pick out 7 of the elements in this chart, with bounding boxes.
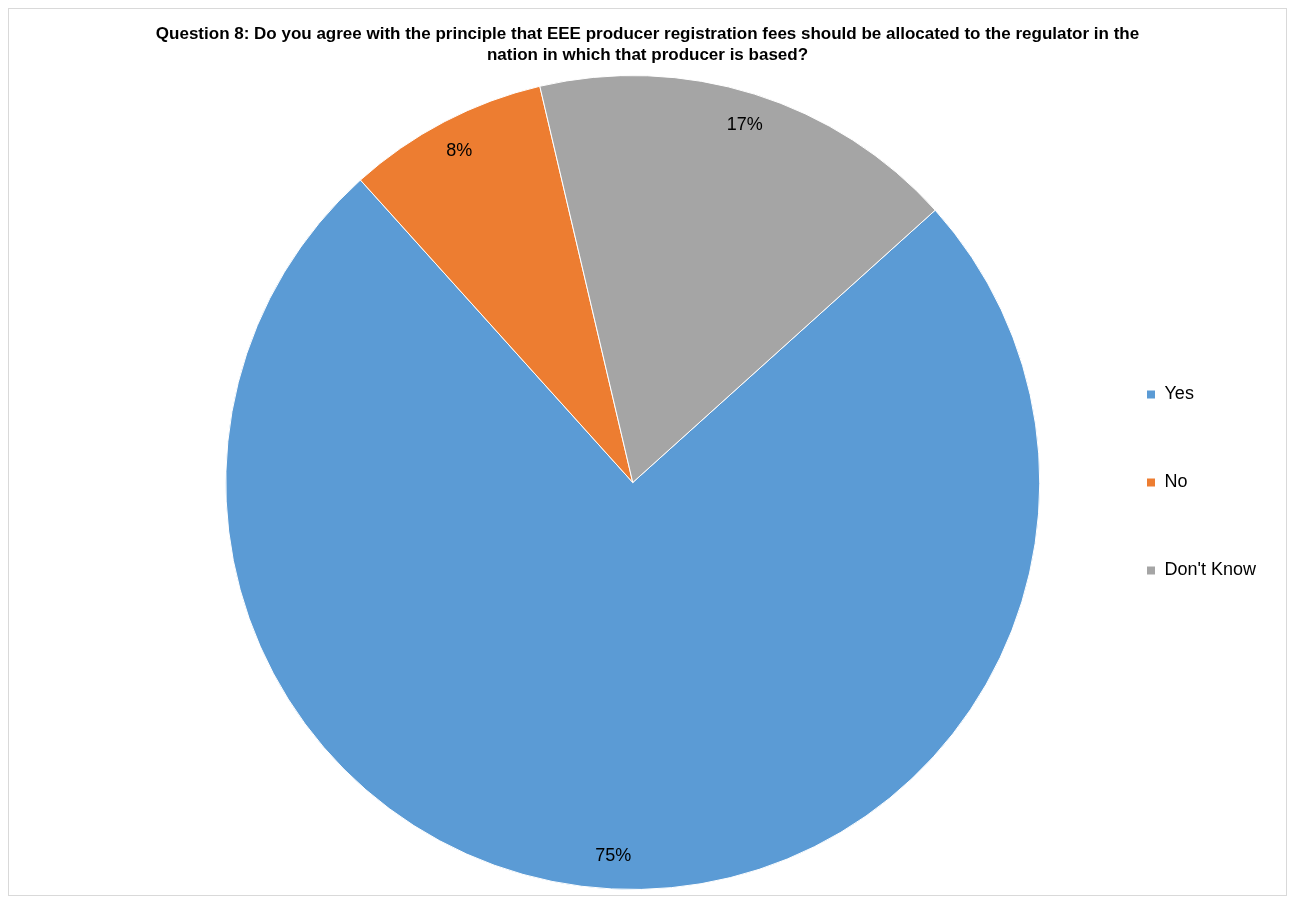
data-label: 8% <box>446 139 473 160</box>
legend-label: Yes <box>1164 383 1194 404</box>
data-label: 17% <box>726 114 763 135</box>
data-label: 75% <box>595 845 632 866</box>
legend-label: Don't Know <box>1164 559 1257 580</box>
chart-title: Question 8: Do you agree with the principle that EEE producer registration fees should be allocated to the regulator in the nation in which that producer is based? <box>154 23 1141 65</box>
legend-label: No <box>1164 471 1188 492</box>
